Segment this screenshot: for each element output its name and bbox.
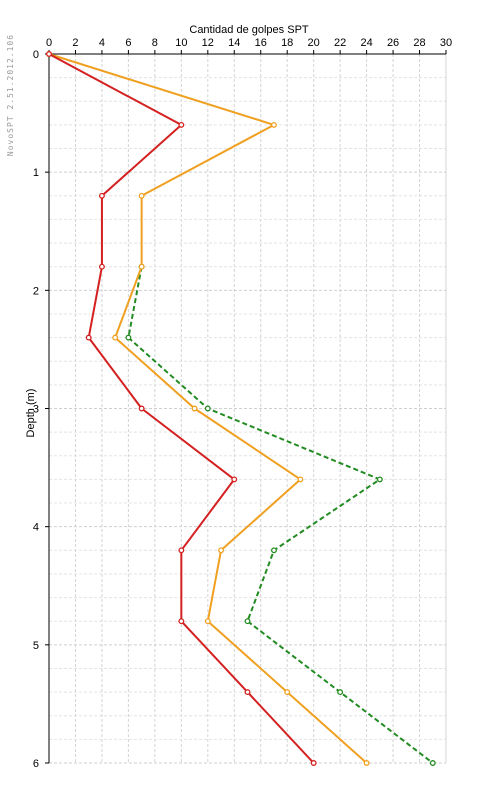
series-1-point <box>204 405 211 412</box>
series-3-point <box>98 263 105 270</box>
series-1-point <box>429 760 436 766</box>
series-3-point <box>178 618 185 625</box>
series-2-point <box>297 476 304 483</box>
series-3-point <box>178 121 185 128</box>
series-2-point <box>218 547 224 554</box>
series-2-point <box>191 405 198 412</box>
x-tick-label: 22 <box>334 37 346 49</box>
series-1-point <box>125 334 132 341</box>
series-2-point <box>204 618 211 625</box>
series-3-point <box>244 689 251 696</box>
y-tick-label: 0 <box>33 49 39 61</box>
series-3-point <box>85 334 92 341</box>
series-1-point <box>337 689 344 696</box>
series-3-point <box>231 476 238 483</box>
x-tick-label: 26 <box>387 37 399 49</box>
x-tick-label: 12 <box>202 37 214 49</box>
x-tick-label: 18 <box>281 37 293 49</box>
series-3-point <box>46 51 52 57</box>
series-1-point <box>244 618 251 625</box>
series-2-point <box>363 760 370 766</box>
y-tick-label: 2 <box>33 285 39 297</box>
series-2-point <box>284 689 291 696</box>
series-3-point <box>178 547 185 554</box>
x-axis-title: Cantidad de golpes SPT <box>189 24 309 36</box>
x-tick-label: 30 <box>440 37 452 49</box>
watermark-text: NovoSPT 2.51.2012.106 <box>6 34 15 156</box>
series-2-point <box>138 192 145 199</box>
x-tick-label: 0 <box>46 37 52 49</box>
series-3-point <box>138 405 145 412</box>
series-1-point <box>271 547 277 554</box>
y-tick-label: 3 <box>33 404 39 416</box>
y-tick-label: 6 <box>33 758 39 770</box>
y-tick-label: 1 <box>33 167 39 179</box>
y-axis-title: Depth (m) <box>25 389 37 438</box>
x-tick-label: 14 <box>228 37 240 49</box>
x-tick-label: 16 <box>255 37 267 49</box>
labels-layer: Cantidad de golpes SPT Depth (m) NovoSPT… <box>6 24 309 437</box>
series-2-point <box>112 334 119 341</box>
x-tick-label: 24 <box>360 37 372 49</box>
series-3-point <box>310 760 317 766</box>
series-1-point <box>376 476 383 483</box>
y-tick-label: 5 <box>33 640 39 652</box>
x-tick-label: 10 <box>175 37 187 49</box>
series-2-point <box>138 263 145 270</box>
series-3-point <box>98 192 105 199</box>
series-2-point <box>271 121 277 128</box>
series-line-1 <box>127 266 434 764</box>
x-tick-label: 4 <box>99 37 105 49</box>
x-tick-label: 28 <box>413 37 425 49</box>
y-tick-label: 4 <box>33 522 39 534</box>
x-tick-label: 2 <box>72 37 78 49</box>
x-tick-label: 20 <box>308 37 320 49</box>
series-layer <box>46 51 436 766</box>
x-tick-label: 6 <box>125 37 131 49</box>
x-tick-label: 8 <box>152 37 158 49</box>
